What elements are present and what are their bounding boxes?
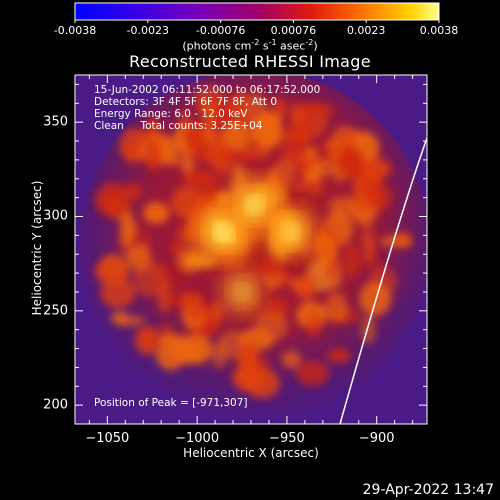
x-tick-label: −950 [269, 431, 305, 446]
x-tick-label: −1000 [175, 431, 220, 446]
colorbar-tick-label: -0.00076 [195, 24, 246, 37]
emission-patch [314, 160, 335, 178]
emission-patch [361, 158, 391, 179]
emission-patch [94, 257, 131, 286]
emission-patch [120, 211, 136, 246]
emission-patch [222, 149, 255, 162]
emission-patch [272, 98, 287, 118]
emission-patch [159, 152, 183, 166]
emission-patch [143, 202, 170, 224]
emission-patch [343, 243, 361, 279]
x-tick-label: −900 [358, 431, 395, 446]
emission-patch [178, 108, 191, 139]
generation-timestamp: 29-Apr-2022 13:47 [362, 482, 494, 498]
colorbar [74, 2, 440, 21]
emission-patch [290, 102, 304, 125]
source-glow [245, 195, 264, 215]
emission-patch [314, 231, 338, 267]
y-tick-label: 350 [43, 114, 68, 130]
source-glow [281, 222, 300, 241]
y-tick-label: 250 [43, 303, 68, 319]
x-tick-label: −1050 [85, 431, 130, 446]
colorbar-tick-label: -0.0023 [126, 24, 170, 37]
source-markers [191, 173, 320, 319]
peak-position-label: Position of Peak = [-971,307] [94, 397, 248, 409]
emission-patch [254, 123, 281, 149]
emission-patch [379, 234, 413, 248]
emission-patch [221, 121, 250, 151]
emission-patch [180, 294, 203, 307]
colorbar-unit-label: (photons cm-2 s-1 asec-2) [182, 38, 318, 53]
y-tick-label: 300 [43, 208, 68, 224]
emission-patch [360, 315, 376, 345]
emission-patch [255, 312, 288, 341]
emission-patch [159, 333, 184, 346]
colorbar-tick-label: -0.0038 [53, 24, 97, 37]
emission-patch [301, 103, 335, 117]
emission-patch [363, 237, 376, 263]
axis-ticks [75, 75, 427, 424]
emission-patch [145, 138, 162, 173]
emission-patch [325, 293, 348, 323]
emission-patch [212, 342, 227, 369]
colorbar-ticks [74, 20, 440, 23]
colorbar-tick-label: 0.0038 [419, 24, 459, 37]
emission-patch [315, 143, 328, 164]
source-glow [214, 221, 234, 242]
y-tick-label: 200 [43, 397, 68, 413]
emission-patch [127, 244, 152, 271]
solar-limb [339, 137, 427, 424]
emission-patch [95, 182, 130, 217]
emission-map [94, 85, 413, 399]
emission-patch [210, 301, 225, 323]
emission-patch [181, 156, 195, 173]
emission-patch [229, 91, 251, 122]
emission-patch [200, 97, 215, 123]
y-axis-label: Heliocentric Y (arcsec) [30, 180, 44, 316]
source-glow [234, 283, 250, 301]
annotation-energy-range: Energy Range: 6.0 - 12.0 keV [94, 108, 248, 120]
annotation-clean-counts: Clean Total counts: 3.25E+04 [94, 120, 263, 132]
emission-patch [359, 281, 392, 316]
emission-patch [178, 334, 213, 364]
emission-patch [110, 311, 129, 325]
emission-patch [327, 348, 352, 364]
emission-patch [306, 313, 323, 339]
emission-patch [304, 194, 331, 208]
emission-patch [295, 158, 310, 175]
emission-patch [281, 350, 301, 369]
x-axis-label: Heliocentric X (arcsec) [183, 446, 319, 460]
emission-patch [134, 326, 162, 356]
emission-patch [182, 171, 218, 188]
emission-patch [296, 360, 330, 386]
annotation-detectors: Detectors: 3F 4F 5F 6F 7F 8F, Att 0 [94, 96, 278, 108]
annotation-time-range: 15-Jun-2002 06:11:52.000 to 06:17:52.000 [94, 84, 321, 96]
emission-patch [157, 280, 172, 313]
emission-patch [245, 369, 280, 399]
colorbar-tick-label: 0.00076 [270, 24, 317, 37]
emission-patch [349, 147, 362, 172]
emission-patch [237, 342, 259, 368]
emission-patch [156, 340, 186, 371]
emission-patch [170, 241, 185, 255]
chart-title: Reconstructed RHESSI Image [129, 52, 371, 71]
colorbar-tick-label: 0.0023 [346, 24, 386, 37]
emission-patch [295, 273, 317, 302]
